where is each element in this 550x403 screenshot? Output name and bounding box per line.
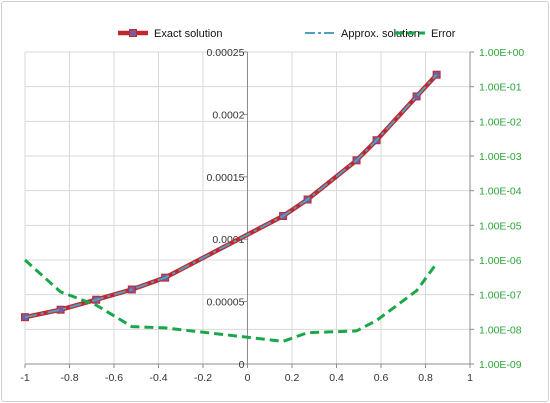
x-tick-label-5: 0 <box>245 372 251 384</box>
y-tick-label-4: 0.0002 <box>212 109 244 121</box>
y2-tick-label-6: 1.00E-03 <box>479 151 522 163</box>
y-tick-label-2: 0.0001 <box>212 234 244 246</box>
y-tick-label-1: 0.00005 <box>207 297 245 309</box>
y2-tick-label-3: 1.00E-06 <box>479 255 522 267</box>
y-tick-label-3: 0.00015 <box>207 172 245 184</box>
legend: Exact solution Approx. solution Error <box>118 28 456 40</box>
x-tick-label-4: -0.2 <box>194 372 212 384</box>
y2-tick-label-2: 1.00E-07 <box>479 290 522 302</box>
x-tick-label-0: -1 <box>20 372 29 384</box>
x-tick-label-3: -0.4 <box>149 372 167 384</box>
series-line-2 <box>23 258 438 343</box>
y2-tick-label-8: 1.00E-01 <box>479 82 522 94</box>
y2-tick-label-7: 1.00E-02 <box>479 116 522 128</box>
series-line-1 <box>24 74 438 319</box>
y2-tick-label-1: 1.00E-08 <box>479 324 522 336</box>
y2-tick-label-0: 1.00E-09 <box>479 359 522 371</box>
x-tick-label-8: 0.6 <box>374 372 389 384</box>
axes <box>24 51 474 368</box>
x-tick-label-6: 0.2 <box>285 372 300 384</box>
y2-tick-label-5: 1.00E-04 <box>479 186 522 198</box>
y2-tick-label-9: 1.00E+00 <box>479 47 524 59</box>
y-tick-label-5: 0.00025 <box>207 47 245 59</box>
x-tick-label-2: -0.6 <box>105 372 123 384</box>
tick-labels: 0 0.00005 0.0001 0.00015 0.0002 0.00025 -1 -0.8… <box>20 47 524 384</box>
series-marker-0-9 <box>412 92 421 101</box>
legend-label-2: Error <box>431 28 456 40</box>
legend-marker-0 <box>129 29 137 37</box>
y-tick-label-0: 0 <box>239 359 245 371</box>
legend-label-1: Approx. solution <box>341 28 420 40</box>
y2-tick-label-4: 1.00E-05 <box>479 220 522 232</box>
x-tick-label-1: -0.8 <box>60 372 78 384</box>
x-tick-label-7: 0.4 <box>329 372 344 384</box>
x-tick-label-9: 0.8 <box>418 372 433 384</box>
series-lines <box>21 70 441 343</box>
legend-label-0: Exact solution <box>154 28 222 40</box>
x-tick-label-10: 1 <box>467 372 473 384</box>
